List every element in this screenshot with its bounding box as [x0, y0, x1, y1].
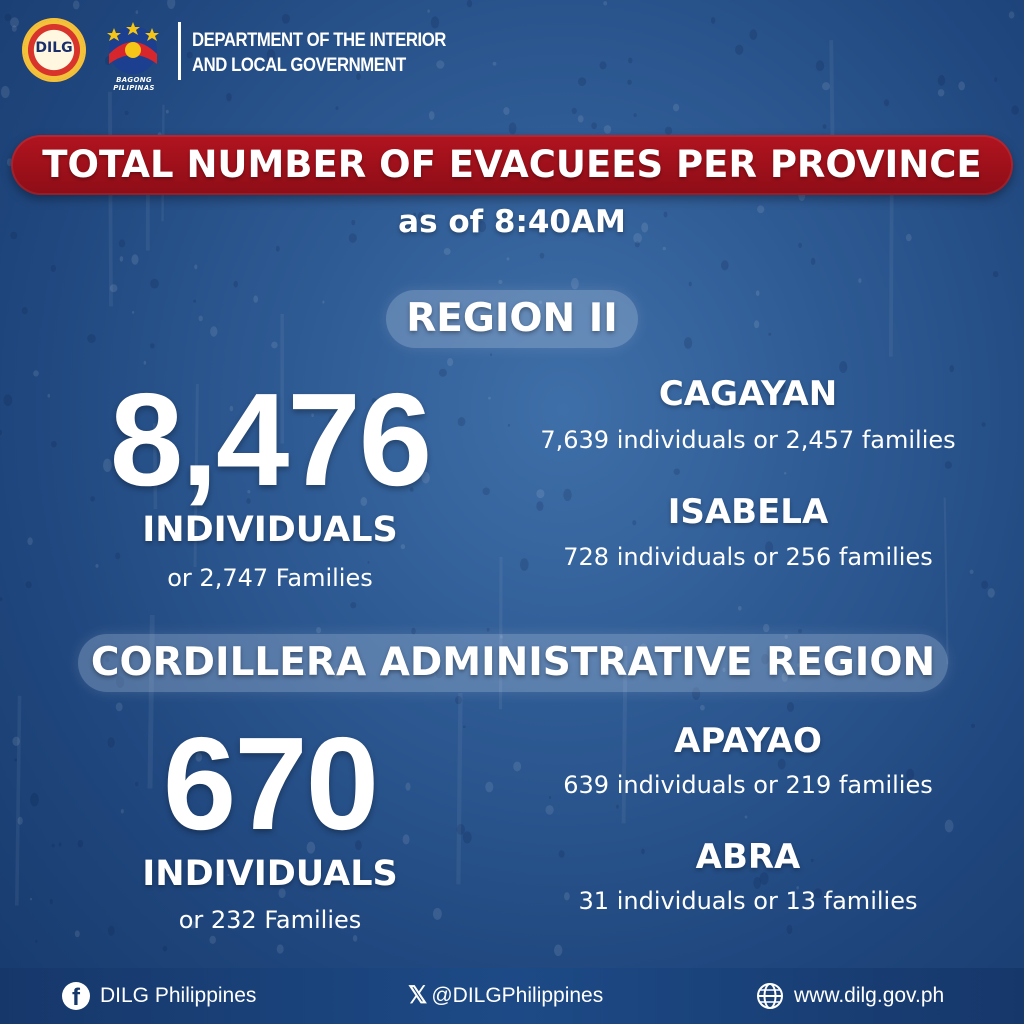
- facebook-handle: DILG Philippines: [100, 984, 257, 1007]
- province-detail-apayao: 639 individuals or 219 families: [563, 771, 933, 799]
- bagong-pilipinas-logo: BAGONG PILIPINAS: [94, 20, 172, 92]
- x-icon: 𝕏: [408, 982, 428, 1010]
- province-detail-cagayan: 7,639 individuals or 2,457 families: [540, 426, 956, 454]
- region-total-number: 670: [162, 710, 379, 857]
- dilg-seal-logo: DILG: [22, 18, 86, 82]
- as-of-time: as of 8:40AM: [398, 204, 626, 240]
- region-pill-region-ii: REGION II: [386, 290, 638, 348]
- dilg-seal-text: DILG: [35, 40, 73, 56]
- globe-icon: [757, 983, 783, 1010]
- region-total-label: INDIVIDUALS: [142, 854, 398, 894]
- region-pill-cordillera: CORDILLERA ADMINISTRATIVE REGION: [78, 634, 948, 692]
- department-name: DEPARTMENT OF THE INTERIOR AND LOCAL GOV…: [192, 28, 456, 78]
- province-detail-isabela: 728 individuals or 256 families: [563, 543, 933, 571]
- province-name-abra: ABRA: [695, 837, 801, 877]
- header-divider: [178, 22, 181, 80]
- region-name: CORDILLERA ADMINISTRATIVE REGION: [90, 640, 936, 685]
- website-link[interactable]: www.dilg.gov.ph: [756, 968, 944, 1024]
- region-total-families: or 2,747 Families: [167, 564, 373, 592]
- bagong-pilipinas-emblem-icon: [107, 22, 159, 74]
- region-total-families: or 232 Families: [178, 906, 362, 934]
- page-title: TOTAL NUMBER OF EVACUEES PER PROVINCE: [42, 143, 982, 186]
- title-banner: TOTAL NUMBER OF EVACUEES PER PROVINCE: [11, 135, 1013, 195]
- website-url: www.dilg.gov.ph: [794, 984, 945, 1007]
- bagong-pilipinas-text: BAGONG PILIPINAS: [113, 76, 155, 92]
- x-twitter-link[interactable]: 𝕏 @DILGPhilippines: [408, 968, 603, 1024]
- department-line-1: DEPARTMENT OF THE INTERIOR: [192, 30, 446, 51]
- province-name-apayao: APAYAO: [674, 721, 822, 761]
- region-total-number: 8,476: [109, 366, 432, 513]
- facebook-link[interactable]: f DILG Philippines: [62, 968, 256, 1024]
- department-line-2: AND LOCAL GOVERNMENT: [192, 55, 406, 76]
- province-detail-abra: 31 individuals or 13 families: [578, 887, 918, 915]
- facebook-icon: f: [62, 982, 90, 1011]
- footer-bar: f DILG Philippines 𝕏 @DILGPhilippines www.…: [0, 968, 1024, 1024]
- province-name-isabela: ISABELA: [667, 492, 829, 532]
- province-name-cagayan: CAGAYAN: [658, 374, 838, 414]
- region-total-label: INDIVIDUALS: [142, 510, 398, 550]
- x-handle: @DILGPhilippines: [431, 984, 604, 1007]
- region-name: REGION II: [406, 296, 618, 341]
